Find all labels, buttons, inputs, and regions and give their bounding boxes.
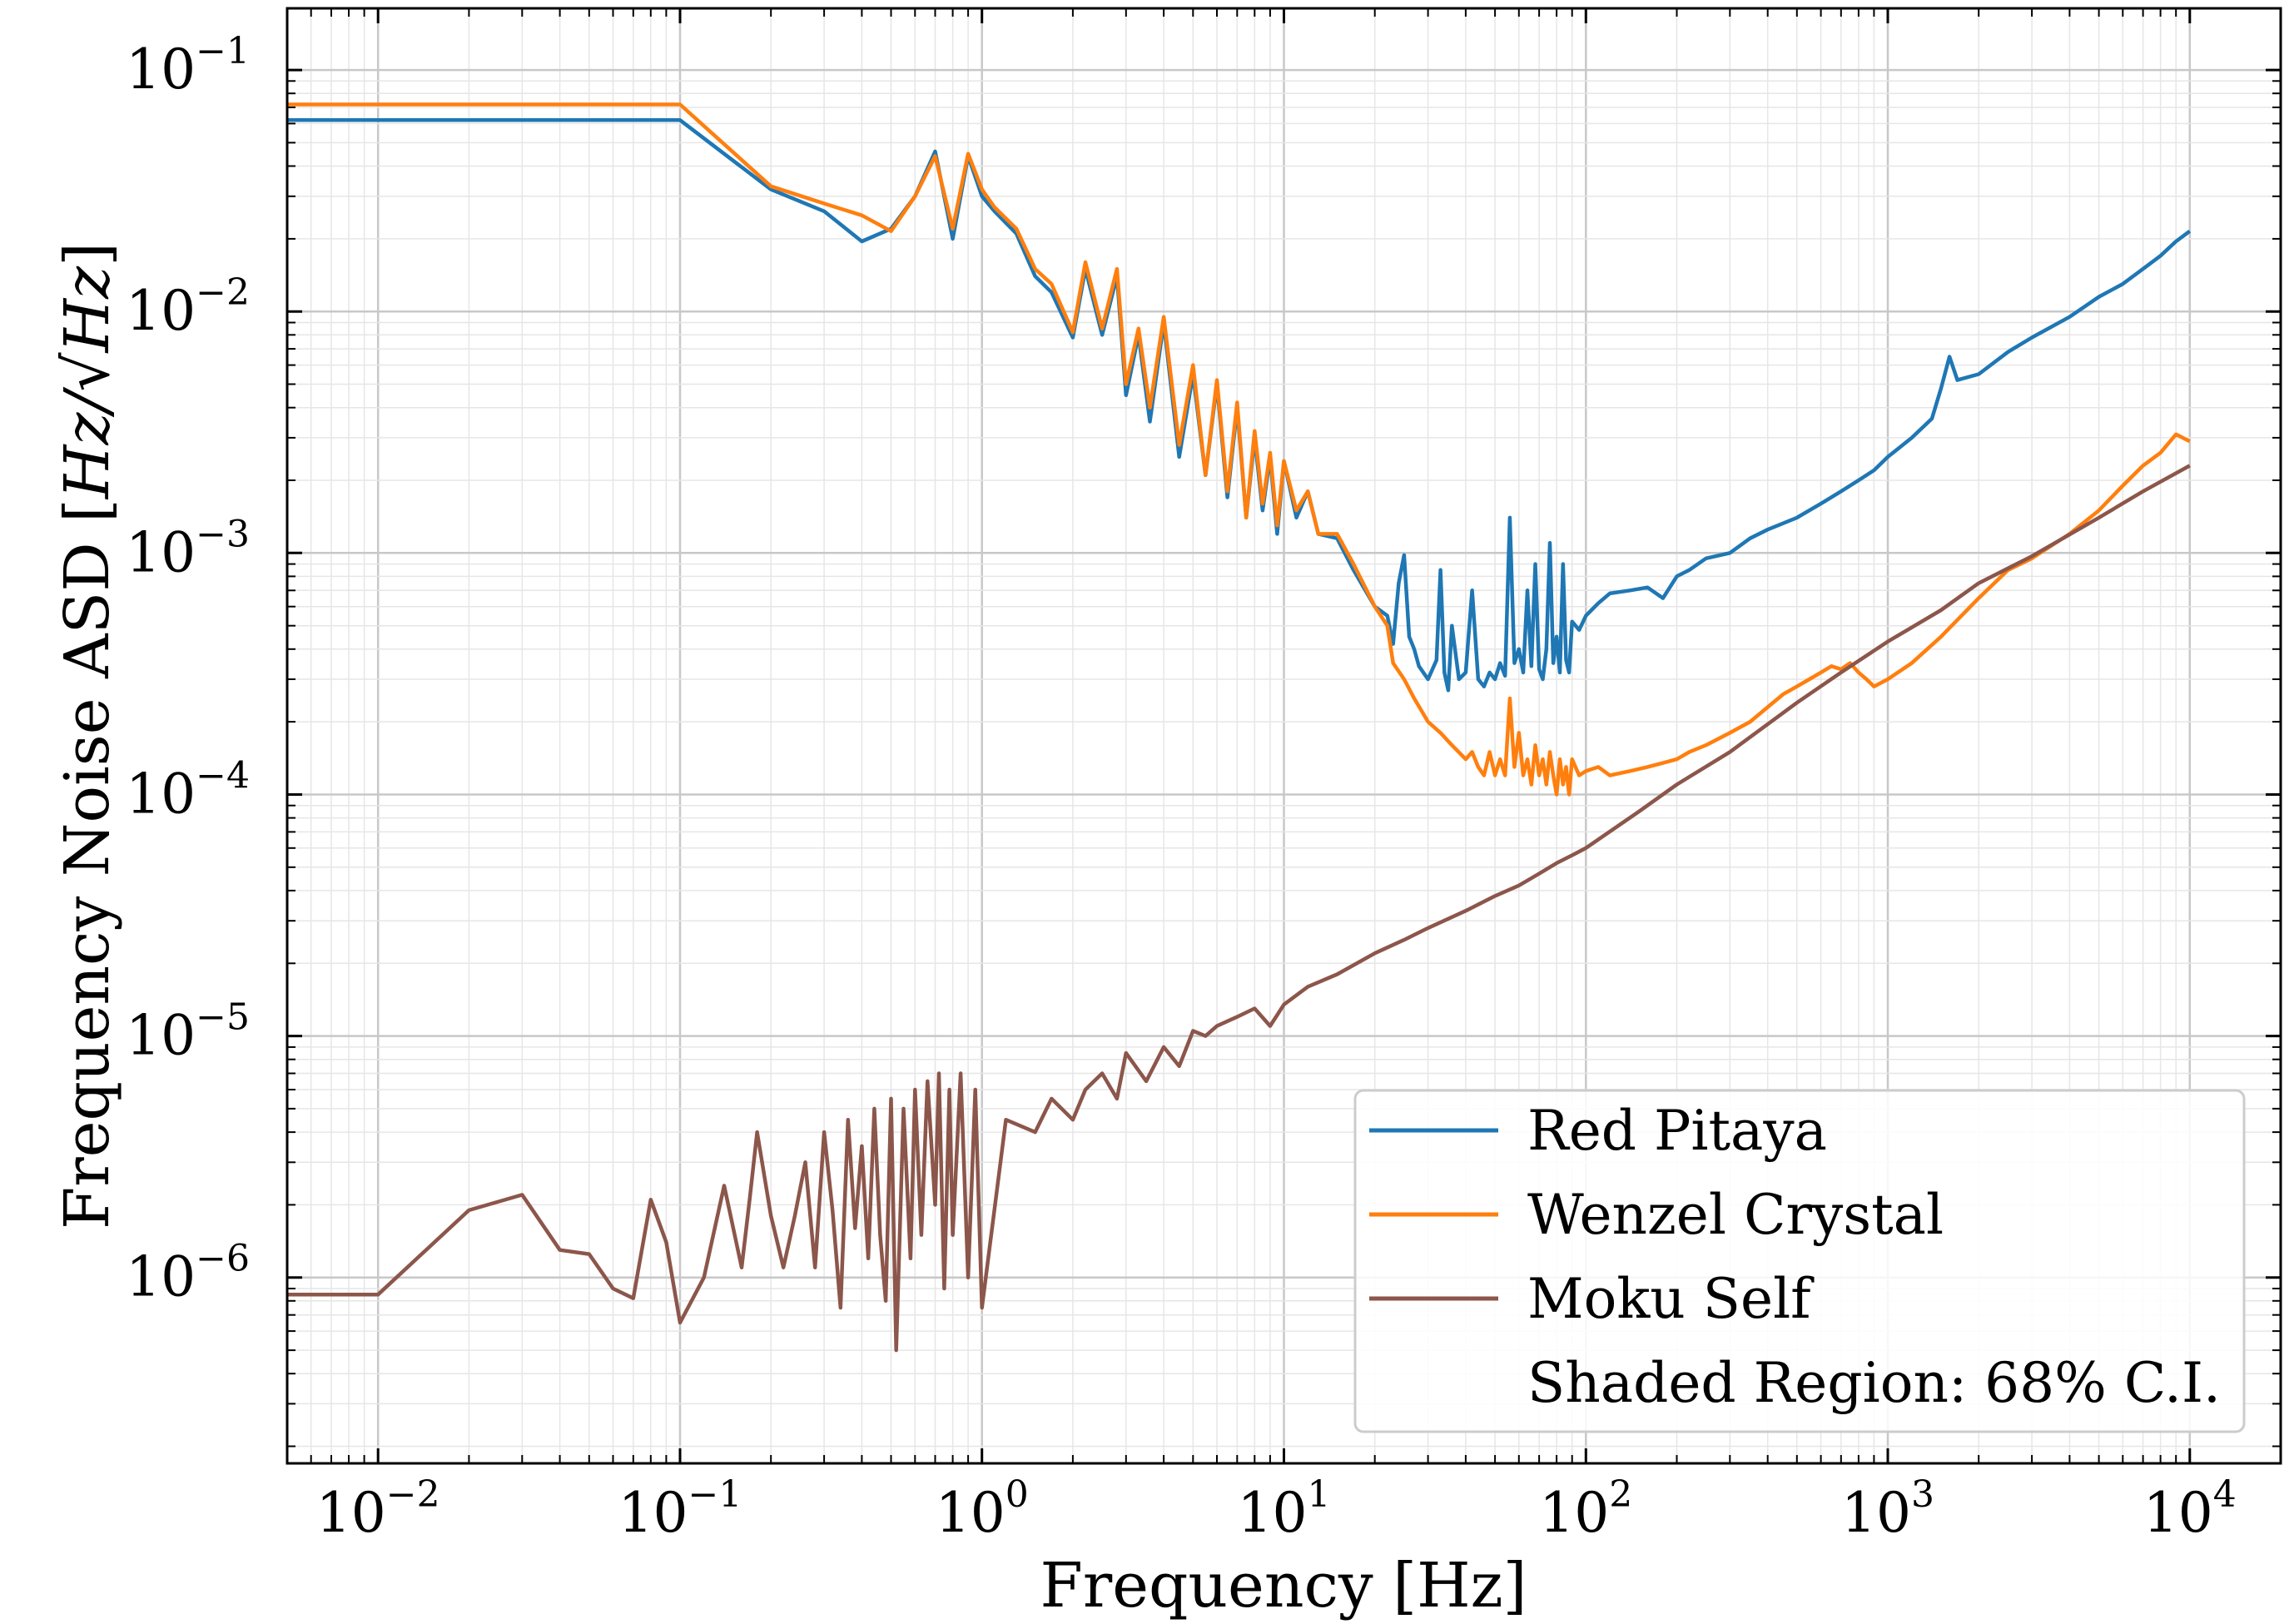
legend-label-red-pitaya: Red Pitaya <box>1527 1099 1827 1163</box>
x-tick-labels: 10−2 10−1 100 101 102 103 104 <box>316 1473 2237 1545</box>
legend-note-confidence-interval: Shaded Region: 68% C.I. <box>1527 1351 2221 1415</box>
legend-label-moku-self: Moku Self <box>1527 1267 1815 1331</box>
series-line-wenzel-crystal <box>287 102 2191 797</box>
y-tick-label: 10−3 <box>126 513 250 584</box>
y-tick-labels: 10−6 10−5 10−4 10−3 10−2 10−1 <box>126 30 250 1309</box>
x-tick-label: 104 <box>2143 1473 2237 1545</box>
y-axis-label-prefix: Frequency Noise ASD [ <box>52 499 123 1229</box>
y-tick-label: 10−6 <box>126 1238 250 1309</box>
axis-ticks <box>286 8 2282 1463</box>
x-axis-label: Frequency [Hz] <box>1040 1550 1527 1622</box>
y-tick-label: 10−4 <box>126 755 250 827</box>
y-tick-label: 10−1 <box>126 30 250 102</box>
data-series <box>287 102 2192 1353</box>
series-line-moku-self <box>287 464 2191 1353</box>
x-tick-label: 103 <box>1841 1473 1934 1545</box>
y-axis-label: Frequency Noise ASD [Hz/√Hz] <box>52 242 123 1229</box>
y-axis-label-suffix: ] <box>52 242 123 266</box>
x-tick-label: 101 <box>1238 1473 1331 1545</box>
x-tick-label: 100 <box>936 1473 1029 1545</box>
y-tick-label: 10−5 <box>126 996 250 1068</box>
y-axis-label-unit: Hz/√Hz <box>52 266 123 500</box>
legend: Red Pitaya Wenzel Crystal Moku Self Shad… <box>1353 1089 2246 1433</box>
legend-box <box>1353 1089 2246 1433</box>
legend-label-wenzel-crystal: Wenzel Crystal <box>1527 1183 1944 1247</box>
x-tick-label: 10−1 <box>618 1473 742 1545</box>
y-tick-label: 10−2 <box>126 271 250 343</box>
x-tick-label: 102 <box>1539 1473 1632 1545</box>
x-tick-label: 10−2 <box>316 1473 440 1545</box>
